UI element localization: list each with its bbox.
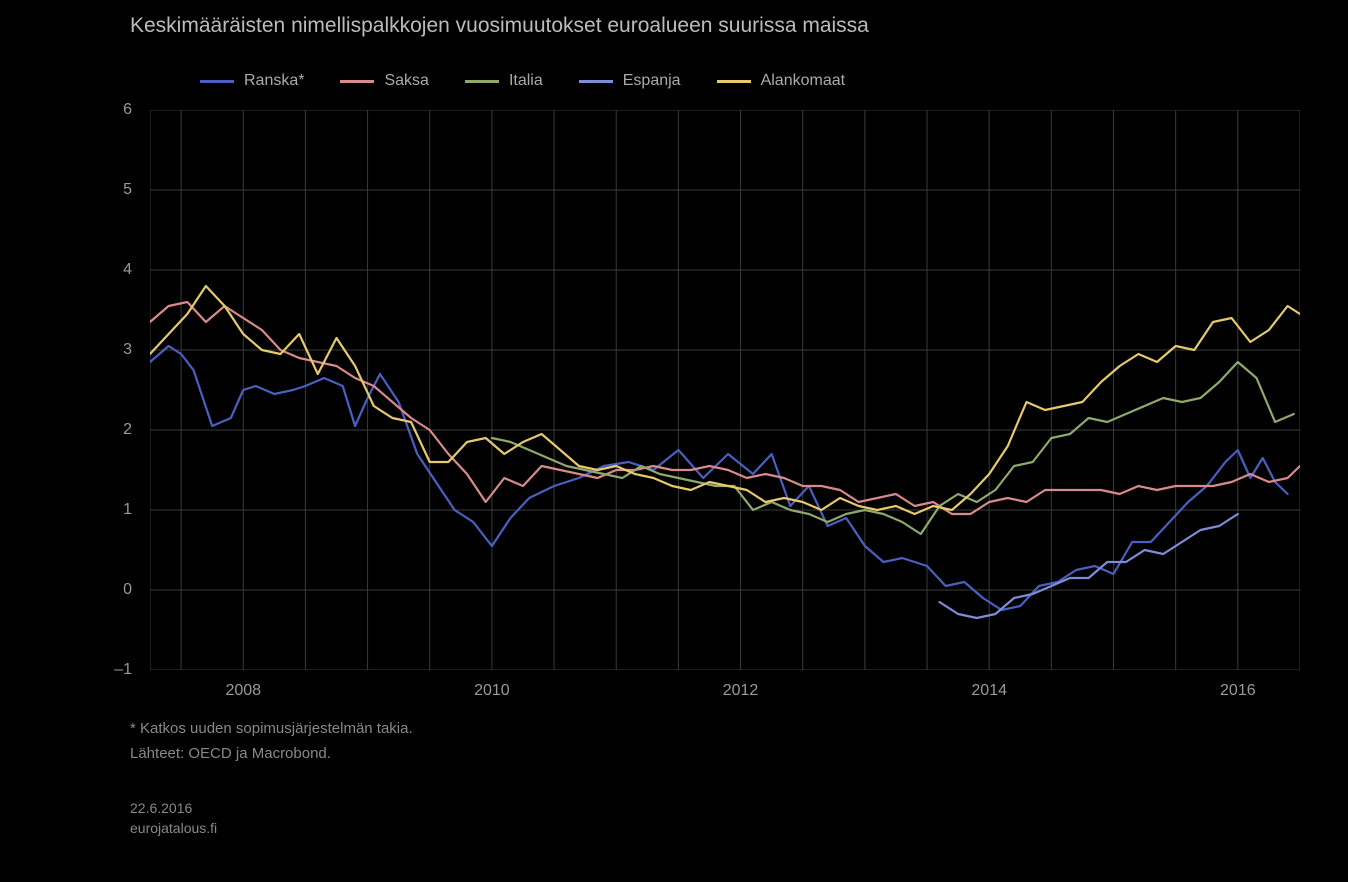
y-tick-label: 0 xyxy=(72,581,132,599)
chart-title: Keskimääräisten nimellispalkkojen vuosim… xyxy=(130,14,869,38)
plot-svg xyxy=(150,110,1300,670)
legend-label: Espanja xyxy=(623,72,681,90)
legend-item-espanja: Espanja xyxy=(579,72,681,90)
legend-swatch xyxy=(200,80,234,83)
legend-label: Italia xyxy=(509,72,543,90)
chart-container: Keskimääräisten nimellispalkkojen vuosim… xyxy=(0,0,1348,882)
legend-swatch xyxy=(465,80,499,83)
legend: Ranska* Saksa Italia Espanja Alankomaat xyxy=(200,72,845,90)
legend-label: Ranska* xyxy=(244,72,304,90)
legend-item-alankomaat: Alankomaat xyxy=(717,72,846,90)
legend-item-saksa: Saksa xyxy=(340,72,428,90)
y-tick-label: –1 xyxy=(72,661,132,679)
y-tick-label: 5 xyxy=(72,181,132,199)
x-tick-label: 2016 xyxy=(1220,682,1256,700)
y-tick-label: 6 xyxy=(72,101,132,119)
x-tick-label: 2008 xyxy=(225,682,261,700)
legend-item-ranska: Ranska* xyxy=(200,72,304,90)
legend-label: Saksa xyxy=(384,72,428,90)
x-tick-label: 2014 xyxy=(971,682,1007,700)
legend-label: Alankomaat xyxy=(761,72,846,90)
y-tick-label: 4 xyxy=(72,261,132,279)
y-tick-label: 2 xyxy=(72,421,132,439)
legend-item-italia: Italia xyxy=(465,72,543,90)
plot-area xyxy=(150,110,1300,670)
legend-swatch xyxy=(340,80,374,83)
date: 22.6.2016 xyxy=(130,800,192,816)
y-tick-label: 1 xyxy=(72,501,132,519)
legend-swatch xyxy=(579,80,613,83)
source-line: Lähteet: OECD ja Macrobond. xyxy=(130,745,331,762)
legend-swatch xyxy=(717,80,751,83)
footnote: * Katkos uuden sopimusjärjestelmän takia… xyxy=(130,720,413,737)
x-tick-label: 2012 xyxy=(723,682,759,700)
site: eurojatalous.fi xyxy=(130,820,217,836)
y-tick-label: 3 xyxy=(72,341,132,359)
x-tick-label: 2010 xyxy=(474,682,510,700)
